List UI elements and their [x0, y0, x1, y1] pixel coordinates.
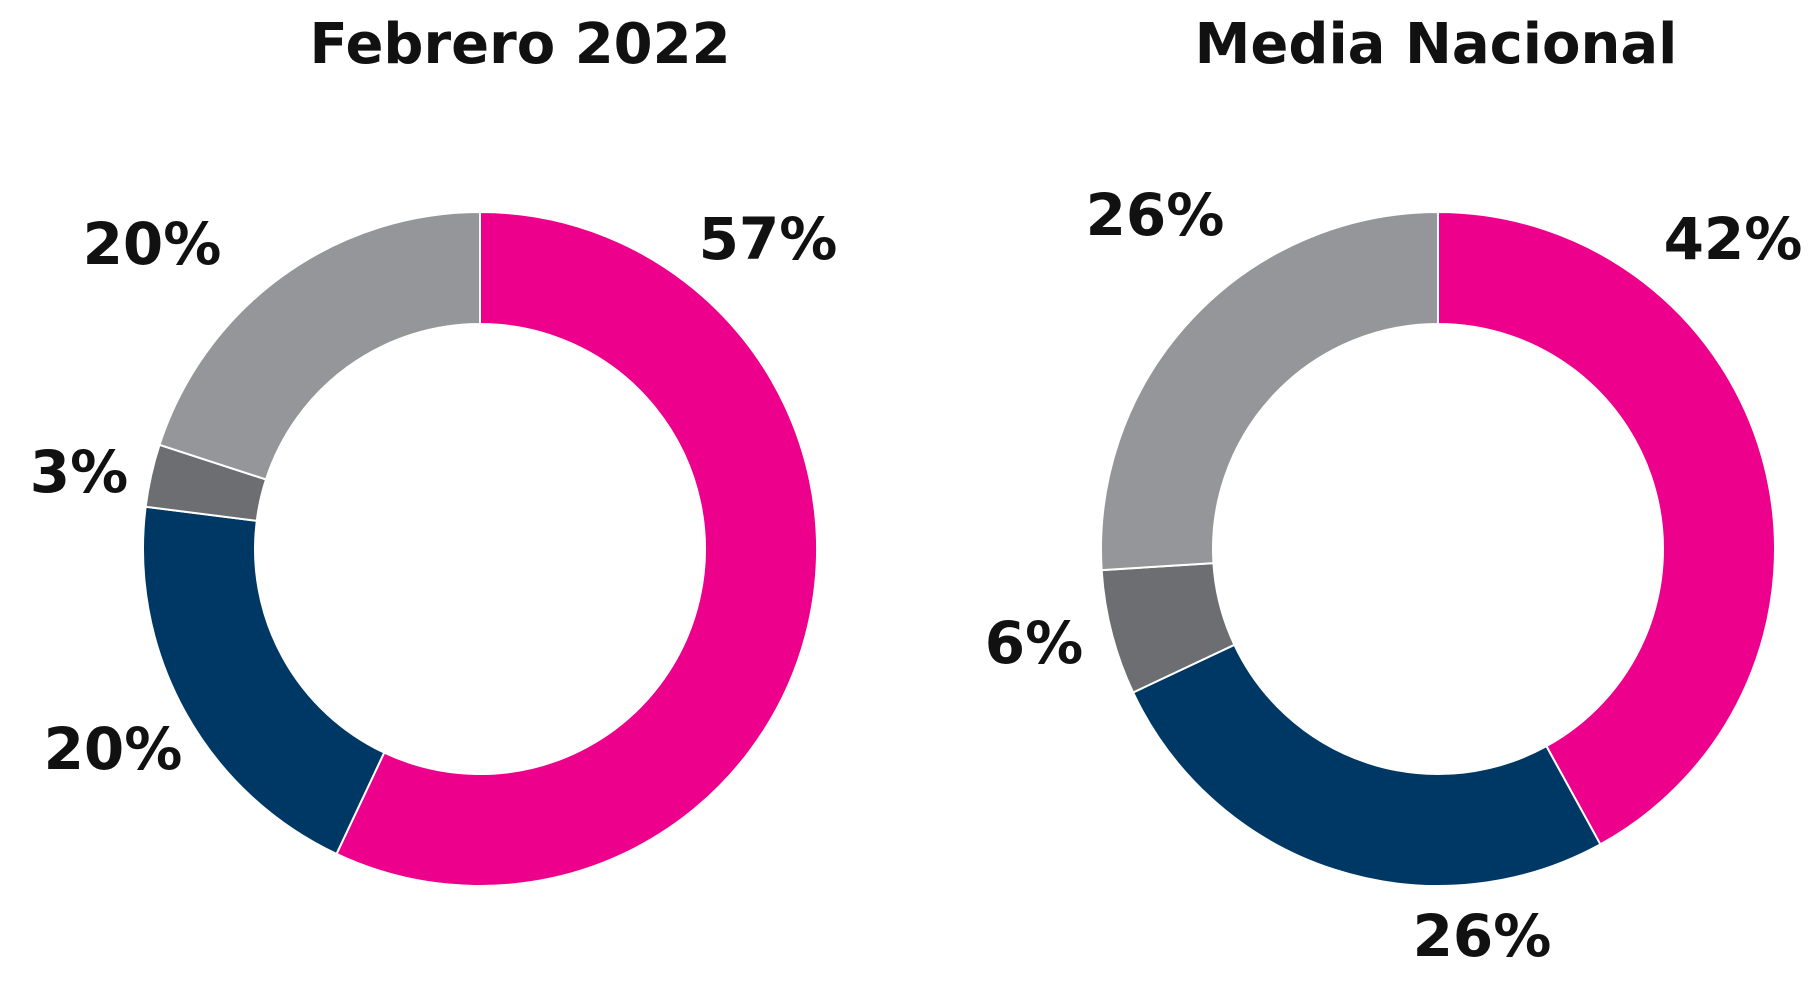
data-label: 6% — [985, 609, 1083, 677]
data-label: 3% — [30, 438, 128, 506]
donut-segment — [1437, 210, 1776, 846]
donut-segment — [335, 210, 818, 887]
chart-title: Febrero 2022 — [309, 12, 730, 77]
donut-segment — [158, 210, 481, 481]
data-label: 20% — [83, 210, 222, 278]
chart-title: Media Nacional — [1195, 12, 1678, 77]
data-label: 20% — [44, 715, 183, 783]
data-label: 26% — [1413, 902, 1552, 970]
donut-segment — [1100, 210, 1439, 572]
data-label: 57% — [699, 205, 838, 273]
donut-segment — [1131, 643, 1602, 887]
donut-segment — [142, 505, 386, 856]
data-label: 26% — [1086, 181, 1225, 249]
data-label: 42% — [1664, 205, 1803, 273]
